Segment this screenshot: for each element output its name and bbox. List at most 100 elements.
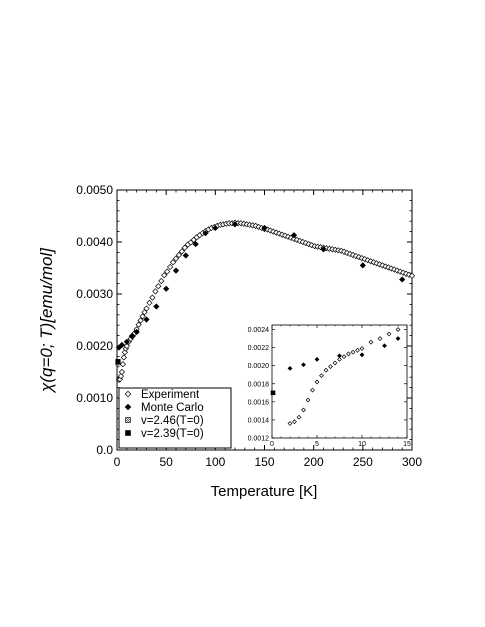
inset-monte-carlo-point: [359, 352, 365, 358]
experiment-point: [152, 288, 159, 295]
inset-x-tick-label: 15: [403, 441, 411, 448]
y-tick-label: 0.0030: [76, 287, 113, 301]
experiment-point: [358, 255, 365, 262]
experiment-point: [155, 283, 162, 290]
experiment-point: [149, 294, 156, 301]
legend-label: Experiment: [141, 389, 200, 401]
inset-experiment-point: [377, 336, 383, 341]
inset-experiment-point: [319, 373, 324, 379]
experiment-point: [355, 253, 362, 261]
experiment-point: [267, 227, 274, 234]
inset-experiment-point: [355, 347, 360, 353]
main-axis-tick-labels: 0 50 100 150 200 250 3000.00.00100.00200.00300…: [76, 183, 422, 469]
experiment-point: [143, 305, 150, 312]
experiment-point: [370, 259, 377, 266]
x-tick-label: 50: [159, 455, 173, 469]
inset-y-tick-label: 0.0022: [248, 345, 270, 352]
inset-experiment-point: [296, 414, 302, 420]
legend-label: v=2.46(T=0): [141, 415, 204, 427]
x-axis-label: Temperature [K]: [211, 483, 318, 500]
inset-experiment-point: [341, 354, 347, 360]
monte-carlo-point: [123, 338, 130, 345]
inset-experiment-point: [337, 356, 342, 362]
inset-x-tick-label: 10: [358, 441, 366, 448]
experiment-point: [118, 368, 126, 376]
experiment-point: [403, 270, 410, 277]
legend-marker-monte-carlo: [124, 403, 132, 411]
inset-experiment-series: [287, 327, 401, 426]
monte-carlo-point: [182, 252, 189, 259]
monte-carlo-point: [359, 262, 366, 269]
monte-carlo-point: [128, 333, 135, 340]
experiment-point: [137, 317, 144, 324]
inset-experiment-point: [386, 331, 392, 337]
t0-points: [115, 359, 121, 366]
experiment-point: [119, 361, 126, 368]
inset-monte-carlo-point: [337, 353, 342, 359]
experiment-point: [255, 223, 262, 231]
experiment-point: [178, 248, 185, 255]
inset-experiment-point: [314, 379, 320, 385]
y-tick-label: 0.0010: [76, 391, 113, 405]
experiment-point: [167, 263, 174, 271]
inset-monte-carlo-point: [314, 356, 320, 362]
experiment-point: [135, 321, 142, 328]
experiment-point: [346, 250, 354, 258]
inset-experiment-point: [287, 421, 293, 426]
experiment-point: [123, 342, 130, 350]
monte-carlo-point: [212, 224, 219, 232]
experiment-point: [282, 232, 289, 239]
y-tick-label: 0.0040: [76, 235, 113, 249]
inset-monte-carlo-point: [287, 365, 293, 371]
legend-label: v=2.39(T=0): [141, 428, 204, 440]
experiment-point: [367, 258, 374, 265]
inset-experiment-point: [328, 364, 333, 369]
experiment-point: [146, 299, 153, 306]
experiment-point: [121, 349, 128, 356]
monte-carlo-point: [261, 224, 268, 232]
monte-carlo-point: [202, 230, 209, 237]
inset-monte-carlo-point: [395, 336, 401, 341]
inset-experiment-point: [350, 349, 356, 355]
inset-x-tick-label: 0: [270, 441, 274, 448]
experiment-point: [270, 228, 277, 235]
experiment-point: [161, 272, 168, 279]
inset-experiment-point: [310, 387, 315, 393]
experiment-point: [341, 248, 348, 255]
inset-y-tick-label: 0.0020: [248, 363, 270, 370]
inset-experiment-point: [323, 367, 329, 373]
x-tick-label: 200: [304, 455, 324, 469]
experiment-point: [120, 354, 127, 361]
inset-y-tick-label: 0.0016: [248, 399, 270, 406]
y-tick-label: 0.0: [96, 443, 113, 457]
inset-axis-ticks: [271, 325, 408, 439]
legend-marker-v246: [125, 417, 131, 423]
experiment-point: [285, 233, 292, 240]
y-tick-label: 0.0050: [76, 183, 113, 197]
monte-carlo-point: [163, 285, 170, 292]
legend-label: Monte Carlo: [141, 402, 204, 414]
experiment-point: [299, 238, 306, 246]
monte-carlo-point: [320, 246, 327, 253]
experiment-point: [164, 268, 171, 275]
monte-carlo-point: [133, 328, 140, 336]
inset-y-tick-label: 0.0024: [248, 327, 270, 334]
experiment-point: [273, 229, 280, 236]
inset-monte-carlo-series: [287, 336, 401, 371]
experiment-point: [169, 259, 177, 266]
inset-experiment-point: [346, 351, 351, 357]
inset-experiment-point: [305, 397, 311, 403]
monte-carlo-point: [192, 240, 199, 248]
monte-carlo-point: [143, 316, 150, 323]
inset-frame: [271, 324, 408, 439]
monte-carlo-point: [153, 303, 160, 310]
experiment-point: [172, 255, 180, 262]
inset-experiment-point: [359, 346, 365, 351]
experiment-point: [385, 264, 392, 271]
experiment-point: [302, 239, 309, 247]
experiment-point: [175, 251, 183, 259]
experiment-point: [296, 237, 303, 245]
y-tick-label: 0.0020: [76, 339, 113, 353]
inset-monte-carlo-point: [301, 362, 306, 368]
